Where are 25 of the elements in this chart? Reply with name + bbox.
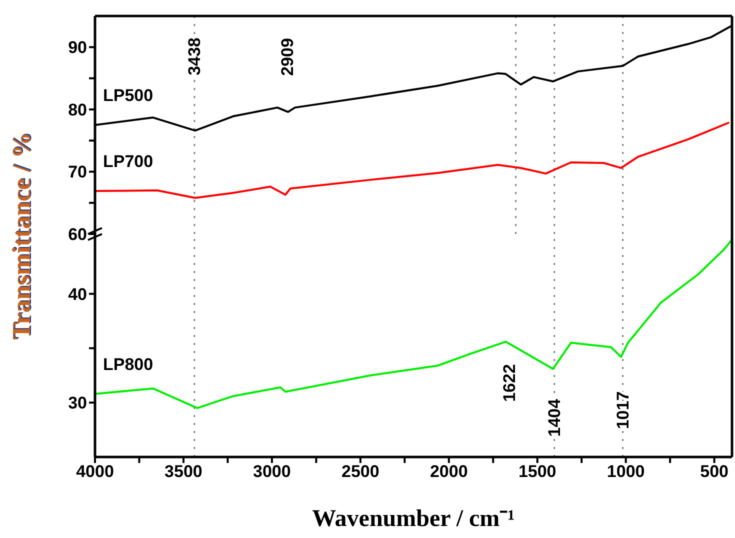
series-label: LP500 [103,86,154,105]
annotation: 1404 [544,398,564,437]
y-tick-label: 60 [68,225,87,244]
series-label: LP700 [103,152,154,172]
x-tick-label: 3000 [253,462,291,482]
x-tick-label: 1000 [606,462,645,482]
x-tick-label: 2500 [342,462,380,482]
x-tick-label: 2000 [430,462,468,482]
y-tick-label: 70 [68,162,87,182]
x-tick-label: 3500 [164,462,202,482]
annotation: 2909 [278,38,298,76]
y-tick-label: 40 [68,284,87,304]
y-tick-label: 30 [68,394,87,413]
line-series [95,122,730,199]
annotation: 3438 [184,38,204,76]
x-tick-label: 1500 [518,462,556,482]
annotation: 1622 [500,364,520,402]
annotation: 1017 [613,391,632,430]
series-label: LP800 [103,354,154,374]
y-tick-label: 80 [68,100,87,120]
y-axis-title: Transmittance / % [7,132,37,340]
y-tick-label: 90 [68,38,87,58]
x-tick-label: 4000 [76,462,114,482]
x-axis-title: Wavenumber / cm⁻¹ [312,506,515,532]
x-tick-label: 500 [700,462,728,482]
